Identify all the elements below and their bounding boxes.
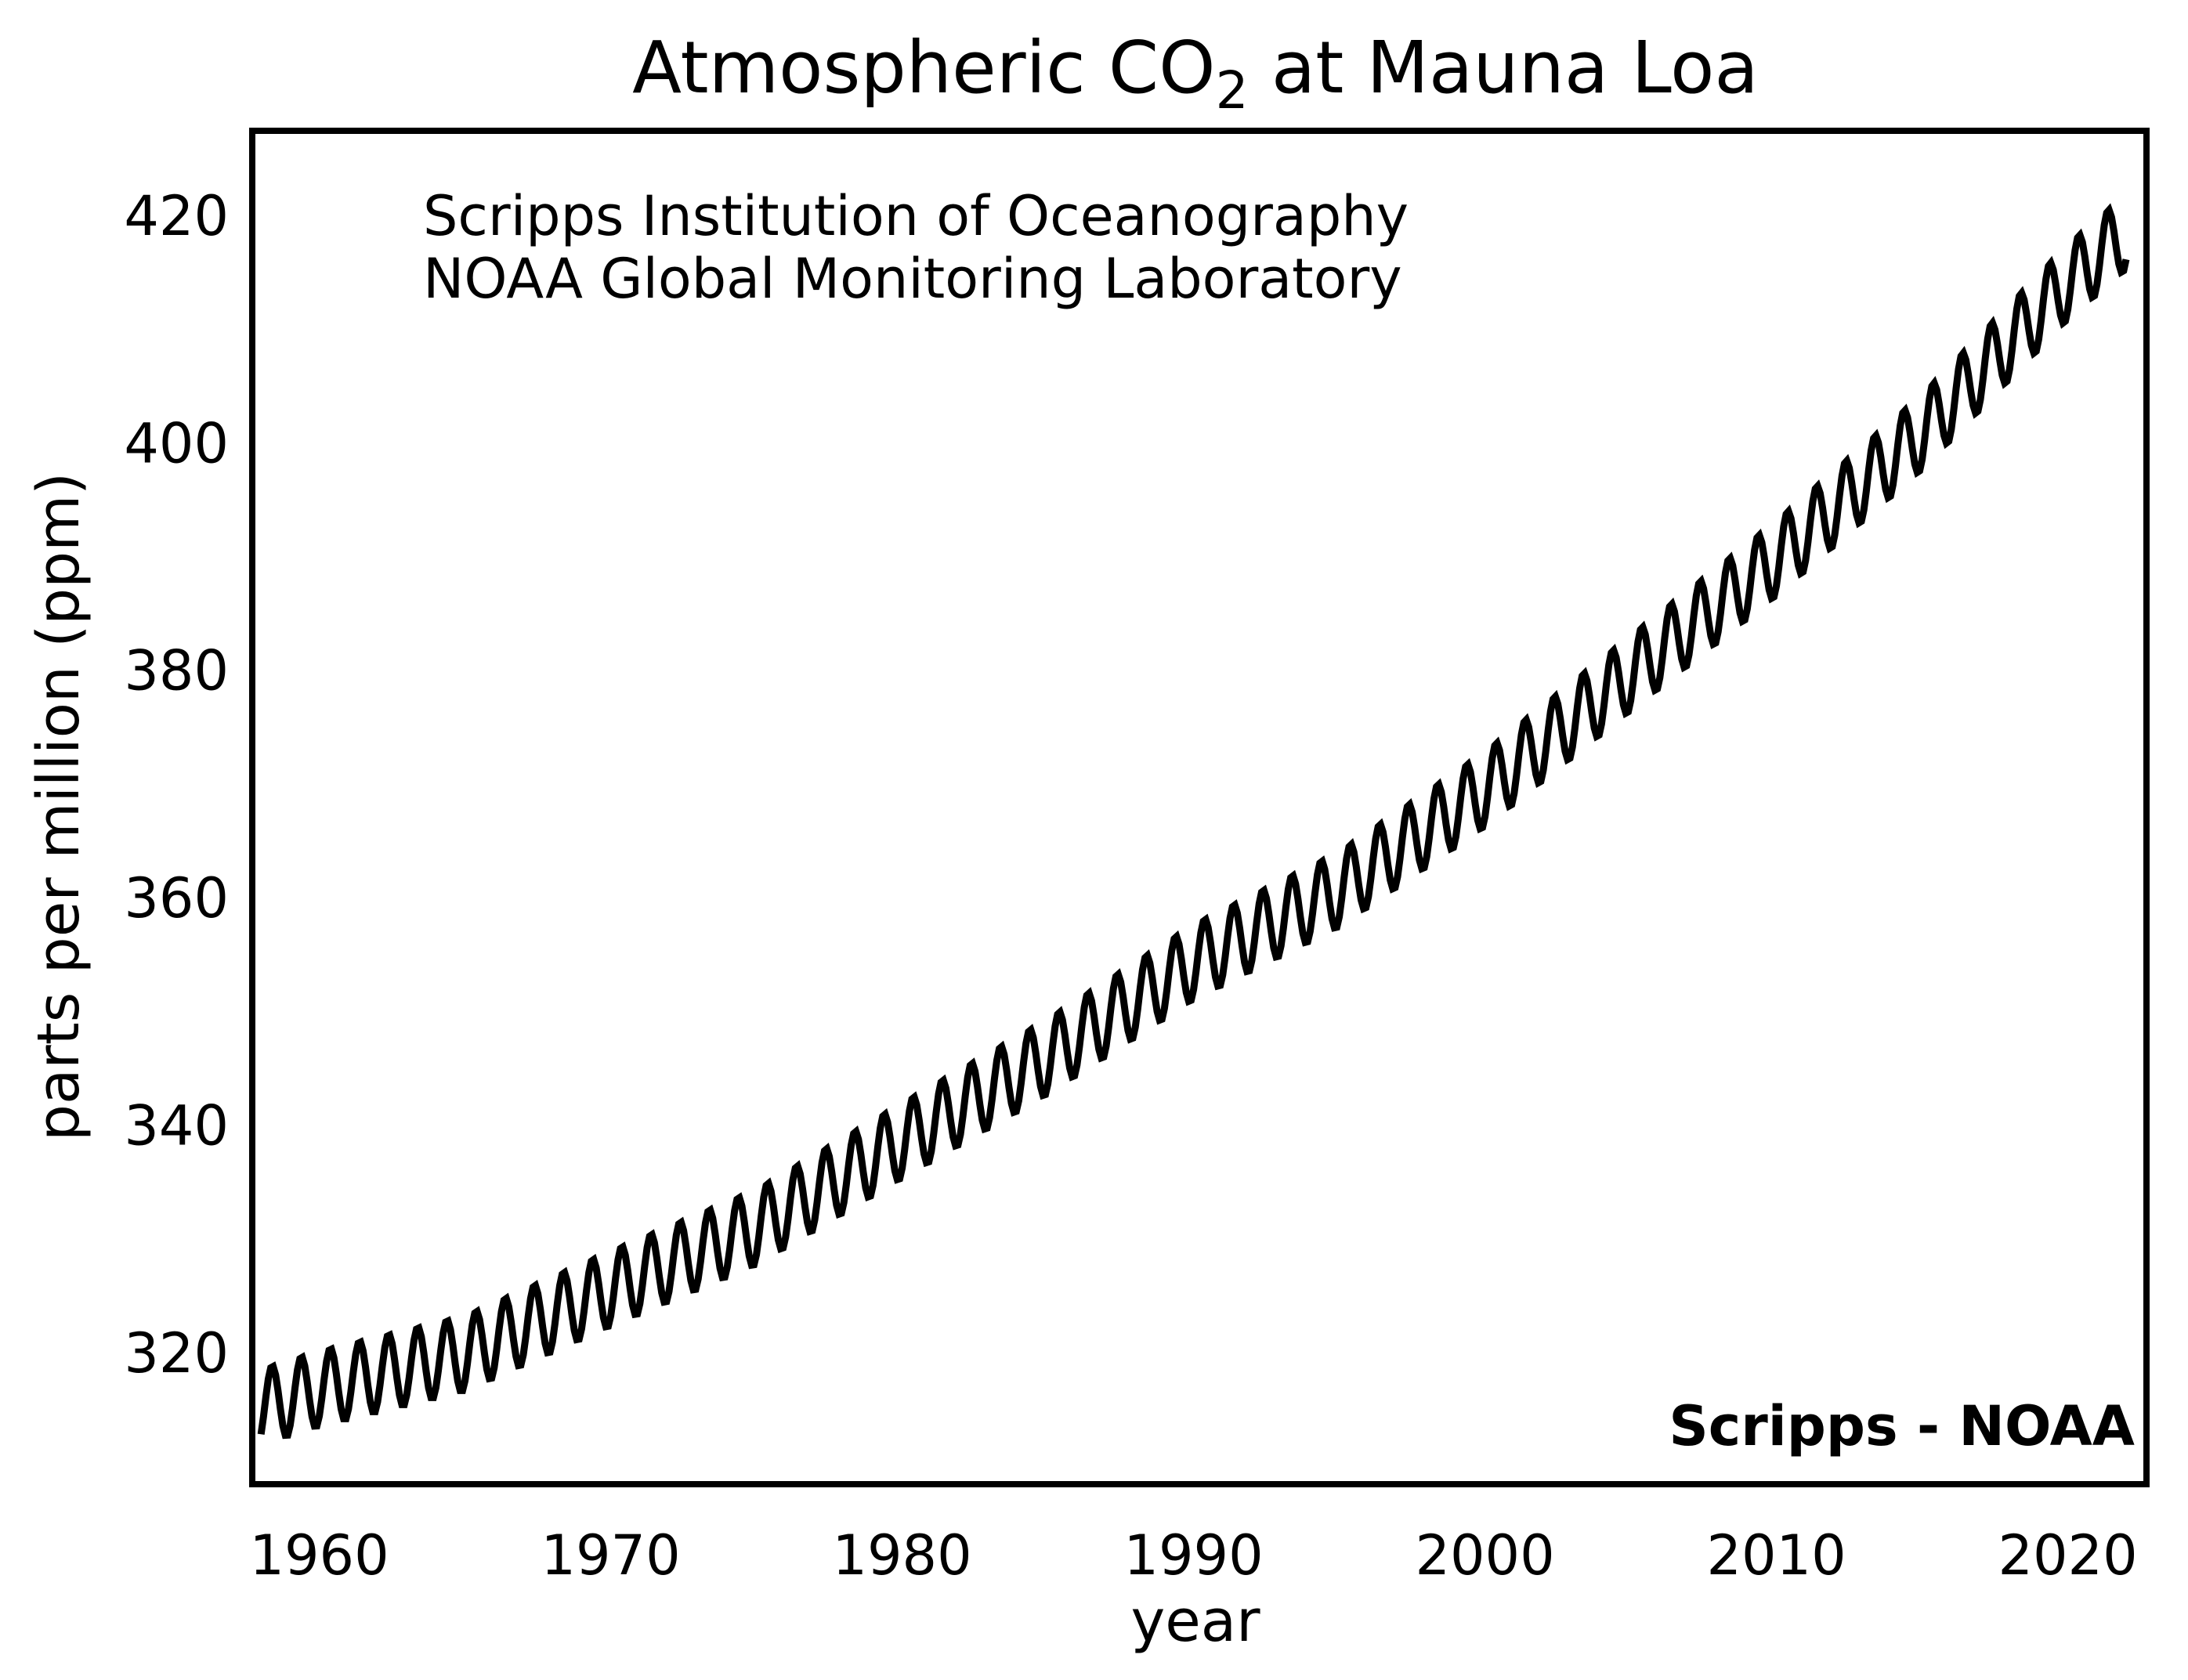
- x-tick-labels: 1960 1970 1980 1990 2000 2010 2020: [249, 1523, 2137, 1588]
- y-tick-labels: 320 340 360 380 400 420: [124, 184, 229, 1386]
- x-tick-label-2000: 2000: [1415, 1523, 1554, 1588]
- series-layer: [257, 203, 2130, 1440]
- chart-title: Atmospheric CO2 at Mauna Loa: [632, 26, 1759, 121]
- x-axis-label: year: [1130, 1588, 1260, 1655]
- y-tick-label-420: 420: [124, 184, 229, 248]
- x-tick-label-2020: 2020: [1998, 1523, 2137, 1588]
- plot-frame: [249, 128, 2150, 1487]
- series-line-0: [257, 203, 2130, 1440]
- x-tick-label-2010: 2010: [1706, 1523, 1846, 1588]
- y-tick-label-360: 360: [124, 866, 229, 930]
- credit-line-2: NOAA Global Monitoring Laboratory: [423, 247, 1402, 311]
- x-tick-label-1960: 1960: [249, 1523, 389, 1588]
- y-axis-label: parts per million (ppm): [25, 472, 92, 1141]
- y-tick-label-320: 320: [124, 1321, 229, 1386]
- x-tick-label-1990: 1990: [1123, 1523, 1263, 1588]
- y-tick-label-340: 340: [124, 1094, 229, 1158]
- y-tick-label-380: 380: [124, 639, 229, 703]
- brand-label: Scripps - NOAA: [1669, 1394, 2135, 1458]
- x-tick-label-1970: 1970: [541, 1523, 680, 1588]
- y-tick-label-400: 400: [124, 411, 229, 475]
- x-tick-label-1980: 1980: [832, 1523, 971, 1588]
- credit-line-1: Scripps Institution of Oceanography: [423, 184, 1409, 248]
